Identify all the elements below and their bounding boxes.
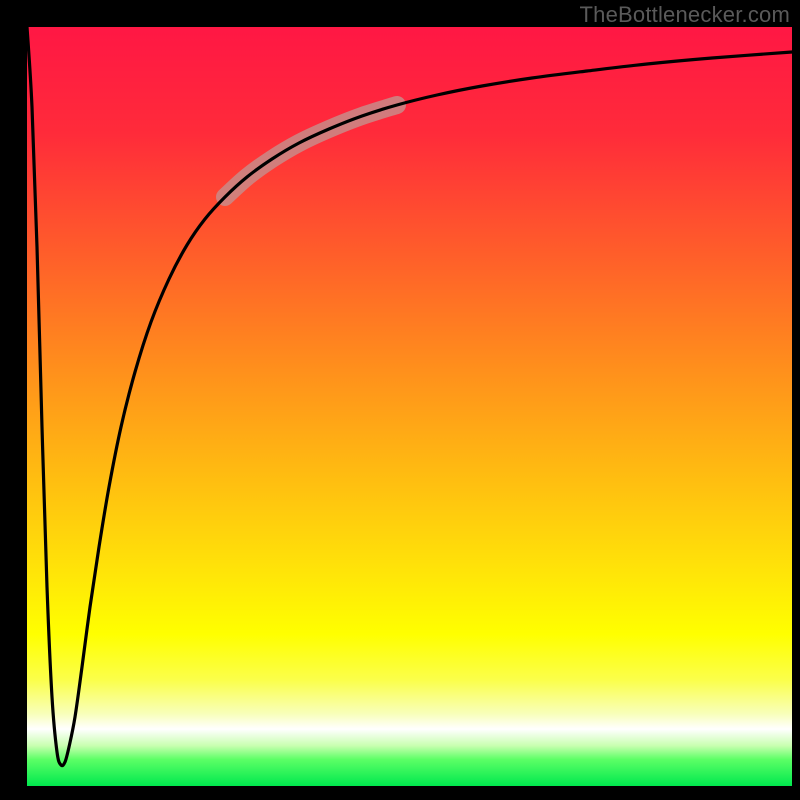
curve-highlight bbox=[225, 105, 397, 197]
curve-line bbox=[27, 27, 792, 766]
bottleneck-curve bbox=[27, 27, 792, 786]
plot-area bbox=[27, 27, 792, 786]
chart-frame: TheBottlenecker.com bbox=[0, 0, 800, 800]
watermark-text: TheBottlenecker.com bbox=[580, 2, 790, 28]
